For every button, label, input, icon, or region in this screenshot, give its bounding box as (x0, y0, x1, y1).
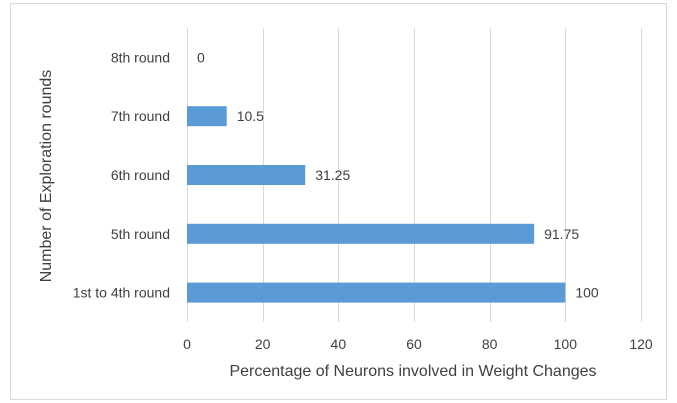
bar (187, 282, 566, 303)
y-axis-title: Number of Exploration rounds (38, 70, 55, 283)
x-tick-label: 0 (183, 336, 191, 352)
x-tick-label: 40 (331, 336, 347, 352)
category-label: 8th round (111, 49, 170, 65)
data-label: 0 (197, 49, 205, 65)
x-tick-label: 20 (255, 336, 271, 352)
x-tick-label: 80 (482, 336, 498, 352)
x-tick-label: 120 (629, 336, 653, 352)
data-label: 91.75 (544, 226, 579, 242)
category-label: 5th round (111, 226, 170, 242)
x-tick-label: 60 (406, 336, 422, 352)
bars (187, 106, 566, 303)
x-tick-labels: 0 20 40 60 80 100 120 (183, 336, 653, 352)
data-label: 31.25 (315, 167, 350, 183)
gridlines (187, 28, 642, 322)
category-label: 6th round (111, 167, 170, 183)
x-tick-label: 100 (554, 336, 578, 352)
y-category-labels: 1st to 4th round 5th round 6th round 7th ro… (73, 49, 170, 300)
data-label: 10.5 (237, 108, 264, 124)
bar (187, 223, 535, 244)
data-label: 100 (575, 285, 599, 301)
category-label: 7th round (111, 108, 170, 124)
x-axis-title: Percentage of Neurons involved in Weight… (229, 363, 596, 380)
category-label: 1st to 4th round (73, 285, 170, 301)
bar (187, 106, 227, 127)
data-labels: 100 91.75 31.25 10.5 0 (197, 49, 599, 300)
bar (187, 165, 306, 185)
